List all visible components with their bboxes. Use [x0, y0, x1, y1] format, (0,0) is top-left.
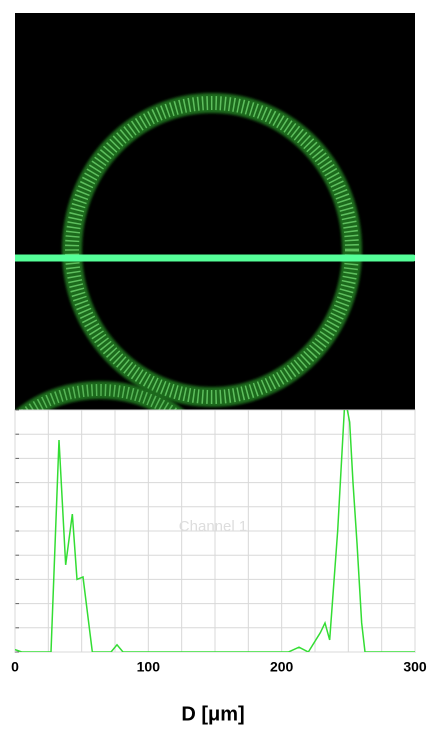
x-tick-label: 200: [270, 659, 294, 675]
annotation: Channel 1: [179, 518, 247, 535]
x-tick-label: 0: [11, 659, 19, 675]
figure: Channel 1 D [μm] 0 100 200 300: [0, 0, 428, 731]
page: Channel 1 D [μm] 0100200300 (() => { con…: [0, 0, 428, 731]
x-tick-label: 300: [403, 659, 427, 675]
x-tick-label: 100: [137, 659, 161, 675]
x-axis-label: D [μm]: [181, 703, 244, 725]
